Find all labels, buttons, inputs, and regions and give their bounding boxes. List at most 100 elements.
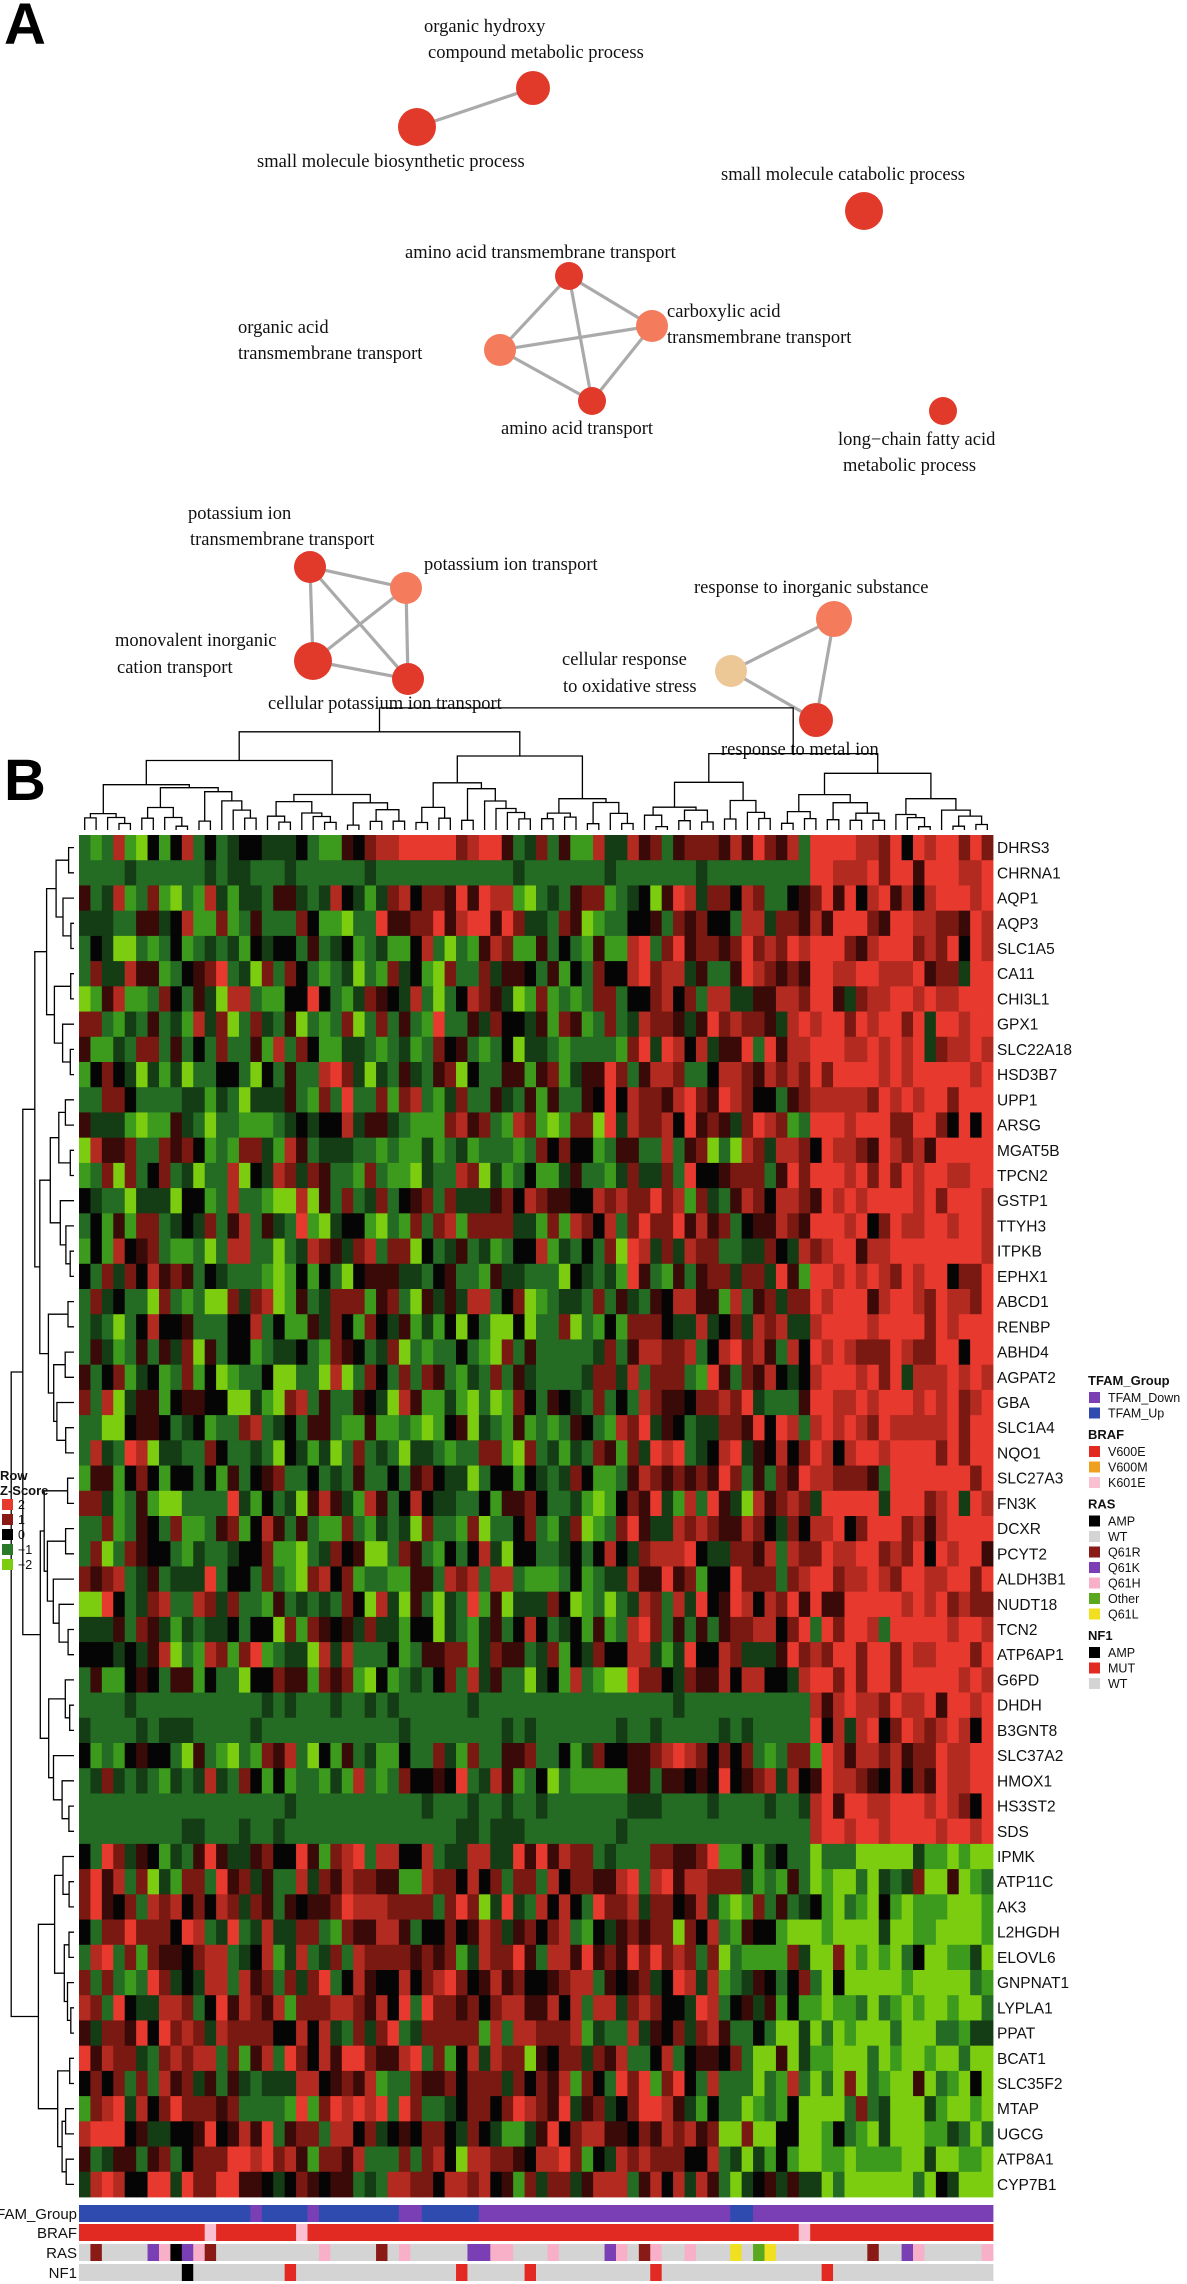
- heatmap-cell: [753, 1642, 765, 1668]
- heatmap-cell: [410, 1541, 423, 1567]
- heatmap-cell: [181, 986, 194, 1012]
- heatmap-cell: [433, 1137, 446, 1164]
- heatmap-cell: [261, 1818, 274, 1845]
- heatmap-cell: [284, 1087, 297, 1113]
- heatmap-cell: [673, 1263, 685, 1290]
- heatmap-cell: [615, 1970, 628, 1996]
- heatmap-cell: [730, 1970, 743, 1996]
- heatmap-cell: [947, 1768, 960, 1794]
- heatmap-cell: [810, 1087, 823, 1113]
- heatmap-cell: [158, 1162, 171, 1189]
- heatmap-cell: [421, 910, 434, 937]
- heatmap-cell: [136, 1793, 148, 1820]
- heatmap-cell: [581, 860, 594, 886]
- heatmap-cell: [924, 1490, 937, 1517]
- heatmap-cell: [524, 1591, 537, 1618]
- heatmap-cell: [524, 1768, 537, 1794]
- heatmap-cell: [604, 1869, 617, 1895]
- heatmap-cell: [318, 1768, 331, 1794]
- heatmap-cell: [490, 1087, 503, 1113]
- heatmap-cell: [524, 1137, 537, 1164]
- network-node: [516, 71, 550, 105]
- heatmap-cell: [387, 2121, 400, 2147]
- heatmap-cell: [650, 935, 663, 962]
- heatmap-cell: [570, 1490, 583, 1517]
- heatmap-cell: [307, 1263, 320, 1290]
- heatmap-cell: [478, 1036, 491, 1063]
- heatmap-cell: [775, 1616, 788, 1643]
- heatmap-cell: [513, 1289, 525, 1315]
- heatmap-cell: [193, 1314, 206, 1340]
- heatmap-cell: [901, 1692, 914, 1719]
- heatmap-cell: [935, 1263, 948, 1290]
- tfam-track-cell: [398, 2205, 411, 2222]
- heatmap-cell: [124, 1238, 137, 1265]
- heatmap-cell: [547, 986, 560, 1012]
- heatmap-cell: [787, 1188, 800, 1214]
- heatmap-cell: [764, 885, 777, 912]
- ras-track-cell: [250, 2244, 263, 2261]
- heatmap-cell: [524, 860, 537, 886]
- column-dendrogram-branch: [678, 820, 691, 830]
- annotation-legend-swatch: [1089, 1678, 1100, 1689]
- heatmap-cell: [101, 1238, 114, 1265]
- heatmap-cell: [798, 1490, 811, 1517]
- heatmap-cell: [421, 961, 434, 987]
- gene-label: SLC1A4: [997, 1420, 1055, 1437]
- heatmap-cell: [787, 835, 800, 861]
- heatmap-cell: [273, 1793, 286, 1820]
- heatmap-cell: [158, 1389, 171, 1416]
- heatmap-cell: [615, 1465, 628, 1492]
- heatmap-cell: [193, 1743, 206, 1769]
- heatmap-cell: [410, 1137, 423, 1164]
- heatmap-cell: [433, 1970, 446, 1996]
- heatmap-cell: [695, 860, 708, 886]
- heatmap-cell: [833, 1062, 845, 1088]
- heatmap-cell: [307, 1238, 320, 1265]
- heatmap-cell: [695, 1793, 708, 1820]
- ras-track-cell: [615, 2244, 628, 2261]
- heatmap-cell: [101, 1667, 114, 1693]
- heatmap-cell: [181, 1743, 194, 1769]
- heatmap-cell: [433, 1793, 446, 1820]
- heatmap-cell: [216, 961, 228, 987]
- heatmap-cell: [456, 1062, 468, 1088]
- heatmap-cell: [615, 1843, 628, 1870]
- heatmap-cell: [947, 1213, 960, 1239]
- heatmap-cell: [307, 1036, 320, 1063]
- heatmap-cell: [570, 1869, 583, 1895]
- heatmap-cell: [615, 1364, 628, 1391]
- heatmap-cell: [821, 1616, 834, 1643]
- heatmap-cell: [490, 1894, 503, 1920]
- heatmap-cell: [970, 1692, 982, 1719]
- heatmap-cell: [878, 1743, 891, 1769]
- heatmap-cell: [970, 1062, 982, 1088]
- heatmap-cell: [604, 1011, 617, 1038]
- gene-label: B3GNT8: [997, 1723, 1057, 1740]
- nf1-track-cell: [501, 2264, 514, 2281]
- heatmap-cell: [970, 1289, 982, 1315]
- tfam-track-cell: [79, 2205, 91, 2222]
- heatmap-cell: [855, 1768, 868, 1794]
- ras-track-cell: [341, 2244, 354, 2261]
- heatmap-cell: [593, 2171, 605, 2198]
- heatmap-cell: [433, 2096, 446, 2122]
- heatmap-cell: [615, 1062, 628, 1088]
- heatmap-cell: [501, 1970, 514, 1996]
- heatmap-cell: [581, 1541, 594, 1567]
- heatmap-cell: [410, 961, 423, 987]
- heatmap-cell: [421, 1995, 434, 2021]
- heatmap-cell: [718, 1768, 731, 1794]
- heatmap-cell: [421, 835, 434, 861]
- heatmap-cell: [924, 1869, 937, 1895]
- heatmap-cell: [844, 1415, 857, 1441]
- braf-track-cell: [181, 2224, 194, 2241]
- heatmap-cell: [341, 1062, 354, 1088]
- heatmap-cell: [490, 1692, 503, 1719]
- heatmap-cell: [250, 1566, 263, 1593]
- heatmap-cell: [718, 2121, 731, 2147]
- heatmap-cell: [227, 1894, 240, 1920]
- heatmap-cell: [250, 2121, 263, 2147]
- network-node-label: response to inorganic substance: [694, 578, 928, 598]
- heatmap-cell: [490, 2146, 503, 2173]
